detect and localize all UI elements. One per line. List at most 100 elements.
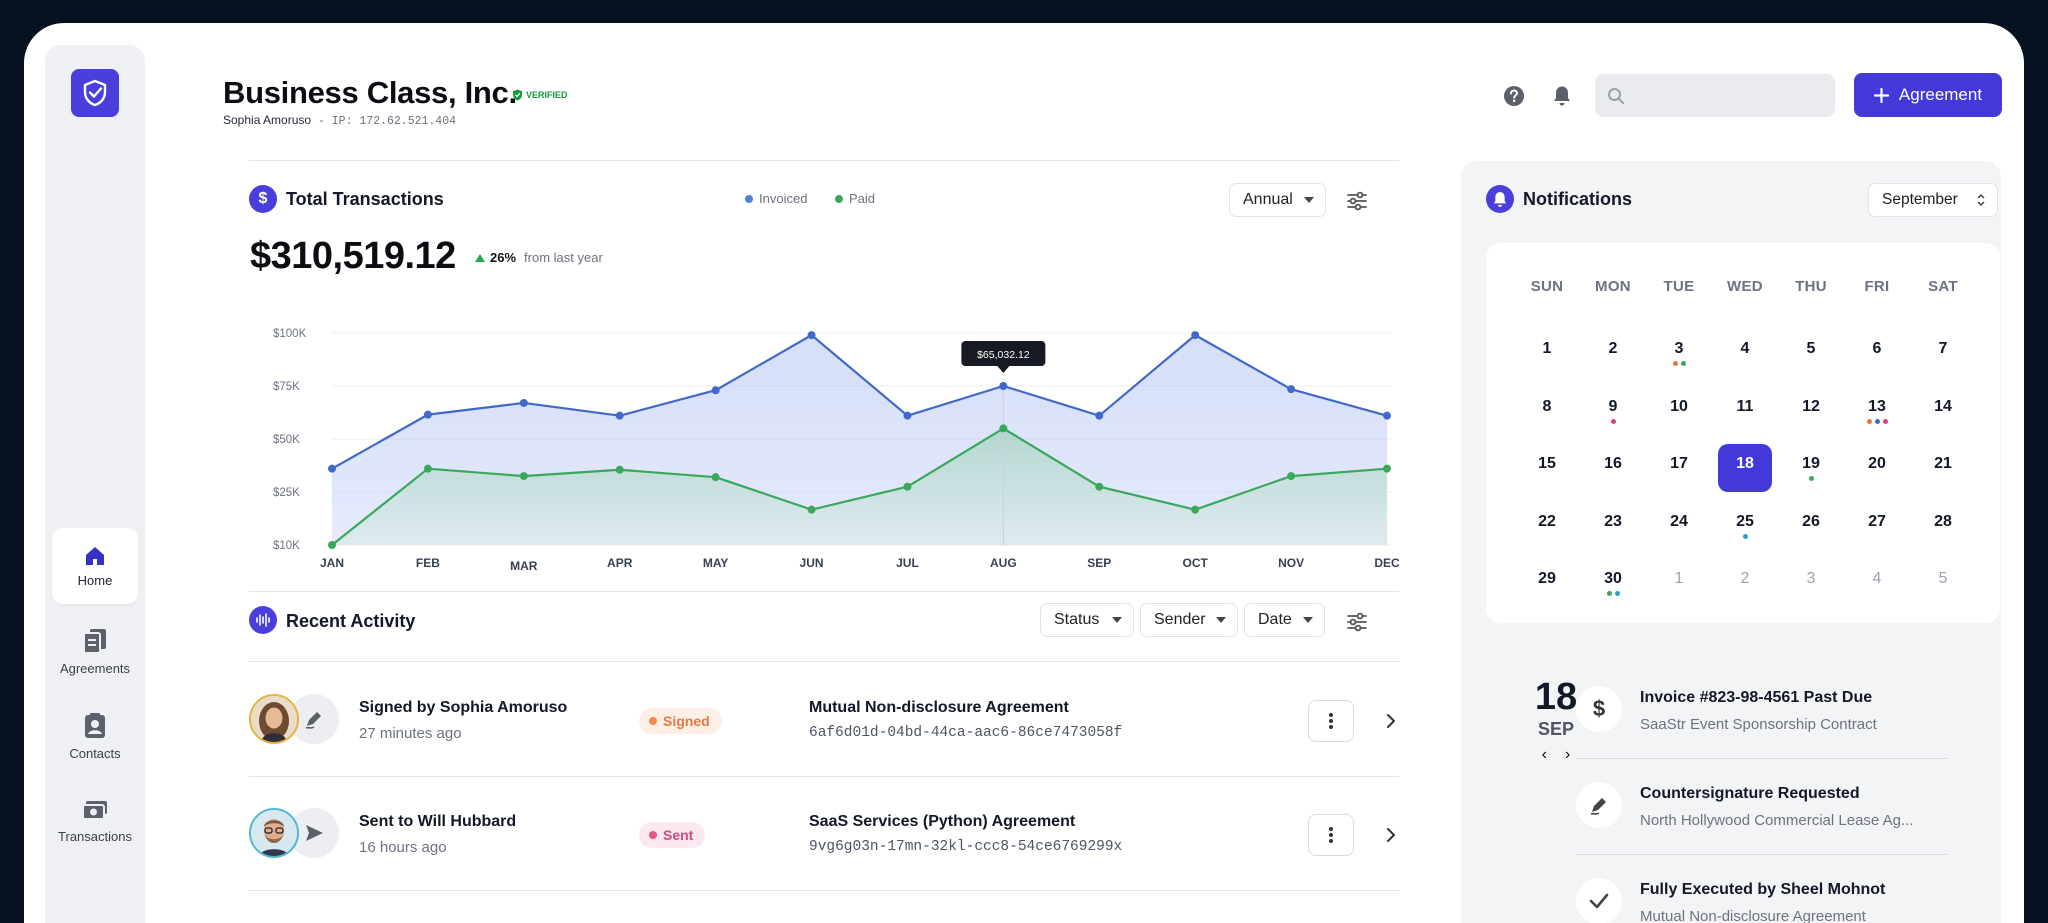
period-select[interactable]: Annual — [1229, 183, 1326, 217]
paid-point — [328, 541, 336, 549]
calendar-day-label: 24 — [1670, 512, 1688, 530]
calendar-day[interactable]: 18 — [1718, 444, 1772, 493]
calendar-day[interactable]: 29 — [1520, 559, 1574, 607]
calendar-day[interactable]: 23 — [1586, 502, 1640, 550]
divider — [249, 776, 1399, 777]
event-dots — [1742, 533, 1748, 539]
divider — [249, 890, 1399, 891]
help-button[interactable] — [1502, 84, 1526, 108]
calendar-day[interactable]: 8 — [1520, 387, 1574, 435]
calendar-day[interactable]: 25 — [1718, 502, 1772, 550]
calendar-day-label: 18 — [1736, 455, 1754, 473]
sliders-icon[interactable] — [1346, 611, 1368, 633]
shield-check-icon — [83, 79, 107, 107]
sidebar-item-agreements[interactable]: Agreements — [52, 613, 138, 689]
sender-filter[interactable]: Sender — [1140, 603, 1238, 637]
chevron-right-icon[interactable] — [1381, 825, 1401, 845]
transactions-title: Total Transactions — [286, 189, 444, 209]
calendar-day[interactable]: 5 — [1784, 329, 1838, 377]
calendar-day[interactable]: 27 — [1850, 502, 1904, 550]
activity-title: Recent Activity — [286, 611, 416, 631]
status-badge: Sent — [639, 822, 706, 848]
calendar-day[interactable]: 7 — [1916, 329, 1970, 377]
delta-indicator: 26% from last year — [475, 250, 603, 265]
calendar-day[interactable]: 6 — [1850, 329, 1904, 377]
notifications-bell-button[interactable] — [1550, 84, 1574, 108]
calendar-day[interactable]: 2 — [1586, 329, 1640, 377]
chevron-left-icon[interactable]: ‹ — [1541, 746, 1547, 763]
calendar-day[interactable]: 5 — [1916, 559, 1970, 607]
invoiced-point — [711, 386, 720, 395]
sliders-icon[interactable] — [1346, 190, 1368, 212]
calendar-day[interactable]: 1 — [1652, 559, 1706, 607]
calendar-day[interactable]: 1 — [1520, 329, 1574, 377]
calendar-day-label: 1 — [1542, 340, 1552, 357]
month-select[interactable]: September — [1868, 183, 1998, 217]
activity-time: 16 hours ago — [359, 839, 447, 856]
notifications-title: Notifications — [1523, 189, 1633, 209]
calendar-day[interactable]: 26 — [1784, 502, 1838, 550]
calendar-day[interactable]: 10 — [1652, 387, 1706, 435]
calendar-day[interactable]: 24 — [1652, 502, 1706, 550]
row-menu-button[interactable] — [1308, 814, 1354, 856]
sidebar-item-contacts[interactable]: Contacts — [52, 698, 138, 774]
chevron-right-icon[interactable]: › — [1565, 746, 1571, 763]
event-dot — [1866, 418, 1872, 424]
calendar-day[interactable]: 20 — [1850, 444, 1904, 492]
calendar-day[interactable]: 15 — [1520, 444, 1574, 492]
calendar-day[interactable]: 30 — [1586, 559, 1640, 607]
activity-row[interactable]: Sent to Will Hubbard 16 hours ago Sent S… — [249, 777, 1399, 891]
calendar-day-label: 9 — [1608, 397, 1618, 415]
event-dot — [1672, 361, 1678, 366]
date-filter-label: Date — [1258, 611, 1292, 628]
date-filter[interactable]: Date — [1244, 603, 1325, 637]
app-logo[interactable] — [71, 69, 119, 117]
document-name[interactable]: Mutual Non-disclosure Agreement — [809, 699, 1069, 716]
row-menu-button[interactable] — [1308, 700, 1354, 742]
sender-filter-label: Sender — [1154, 611, 1206, 628]
document-id: 6af6d01d-04bd-44ca-aac6-86ce7473058f — [809, 725, 1123, 741]
calendar-day-label: 28 — [1934, 512, 1952, 530]
calendar-day[interactable]: 28 — [1916, 502, 1970, 550]
calendar-day[interactable]: 12 — [1784, 387, 1838, 435]
calendar-day[interactable]: 3 — [1652, 329, 1706, 377]
calendar-day[interactable]: 3 — [1784, 559, 1838, 607]
event-dots — [1808, 476, 1814, 482]
notification-subtitle: SaaStr Event Sponsorship Contract — [1640, 716, 1877, 733]
x-tick-label: MAY — [703, 556, 729, 570]
document-name[interactable]: SaaS Services (Python) Agreement — [809, 813, 1076, 830]
calendar-day-label: 16 — [1604, 455, 1622, 473]
search-input[interactable] — [1633, 87, 1823, 104]
sidebar-item-home[interactable]: Home — [52, 528, 138, 604]
calendar-day[interactable]: 19 — [1784, 444, 1838, 492]
calendar-day[interactable]: 14 — [1916, 387, 1970, 435]
calendar-day-label: 21 — [1934, 455, 1952, 473]
document-icon — [83, 628, 106, 654]
search-box[interactable] — [1595, 74, 1835, 117]
calendar-day-label: 23 — [1604, 512, 1622, 530]
sidebar-item-transactions[interactable]: Transactions — [52, 783, 138, 859]
calendar-day[interactable]: 4 — [1718, 329, 1772, 377]
calendar-day[interactable]: 16 — [1586, 444, 1640, 492]
calendar-day[interactable]: 21 — [1916, 444, 1970, 492]
cash-icon — [82, 800, 107, 820]
calendar-day[interactable]: 17 — [1652, 444, 1706, 492]
calendar-day-label: 26 — [1802, 512, 1820, 530]
calendar-day[interactable]: 9 — [1586, 387, 1640, 435]
calendar-day[interactable]: 13 — [1850, 387, 1904, 435]
calendar-day-label: 2 — [1740, 570, 1750, 588]
invoiced-line — [331, 334, 1388, 470]
tooltip-label: $65,032.12 — [977, 349, 1030, 361]
new-agreement-button[interactable]: Agreement — [1854, 73, 2002, 117]
status-filter[interactable]: Status — [1040, 603, 1134, 637]
chevron-right-icon[interactable] — [1381, 711, 1401, 731]
activity-row[interactable]: Signed by Sophia Amoruso 27 minutes ago … — [249, 663, 1399, 777]
calendar-day[interactable]: 2 — [1718, 559, 1772, 607]
calendar-day[interactable]: 4 — [1850, 559, 1904, 607]
notification-title: Countersignature Requested — [1640, 785, 1860, 802]
sidebar-item-label: Home — [77, 572, 113, 588]
invoiced-point — [328, 464, 336, 473]
calendar-day[interactable]: 22 — [1520, 502, 1574, 550]
y-tick-label: $10K — [273, 540, 300, 552]
calendar-day[interactable]: 11 — [1718, 387, 1772, 435]
